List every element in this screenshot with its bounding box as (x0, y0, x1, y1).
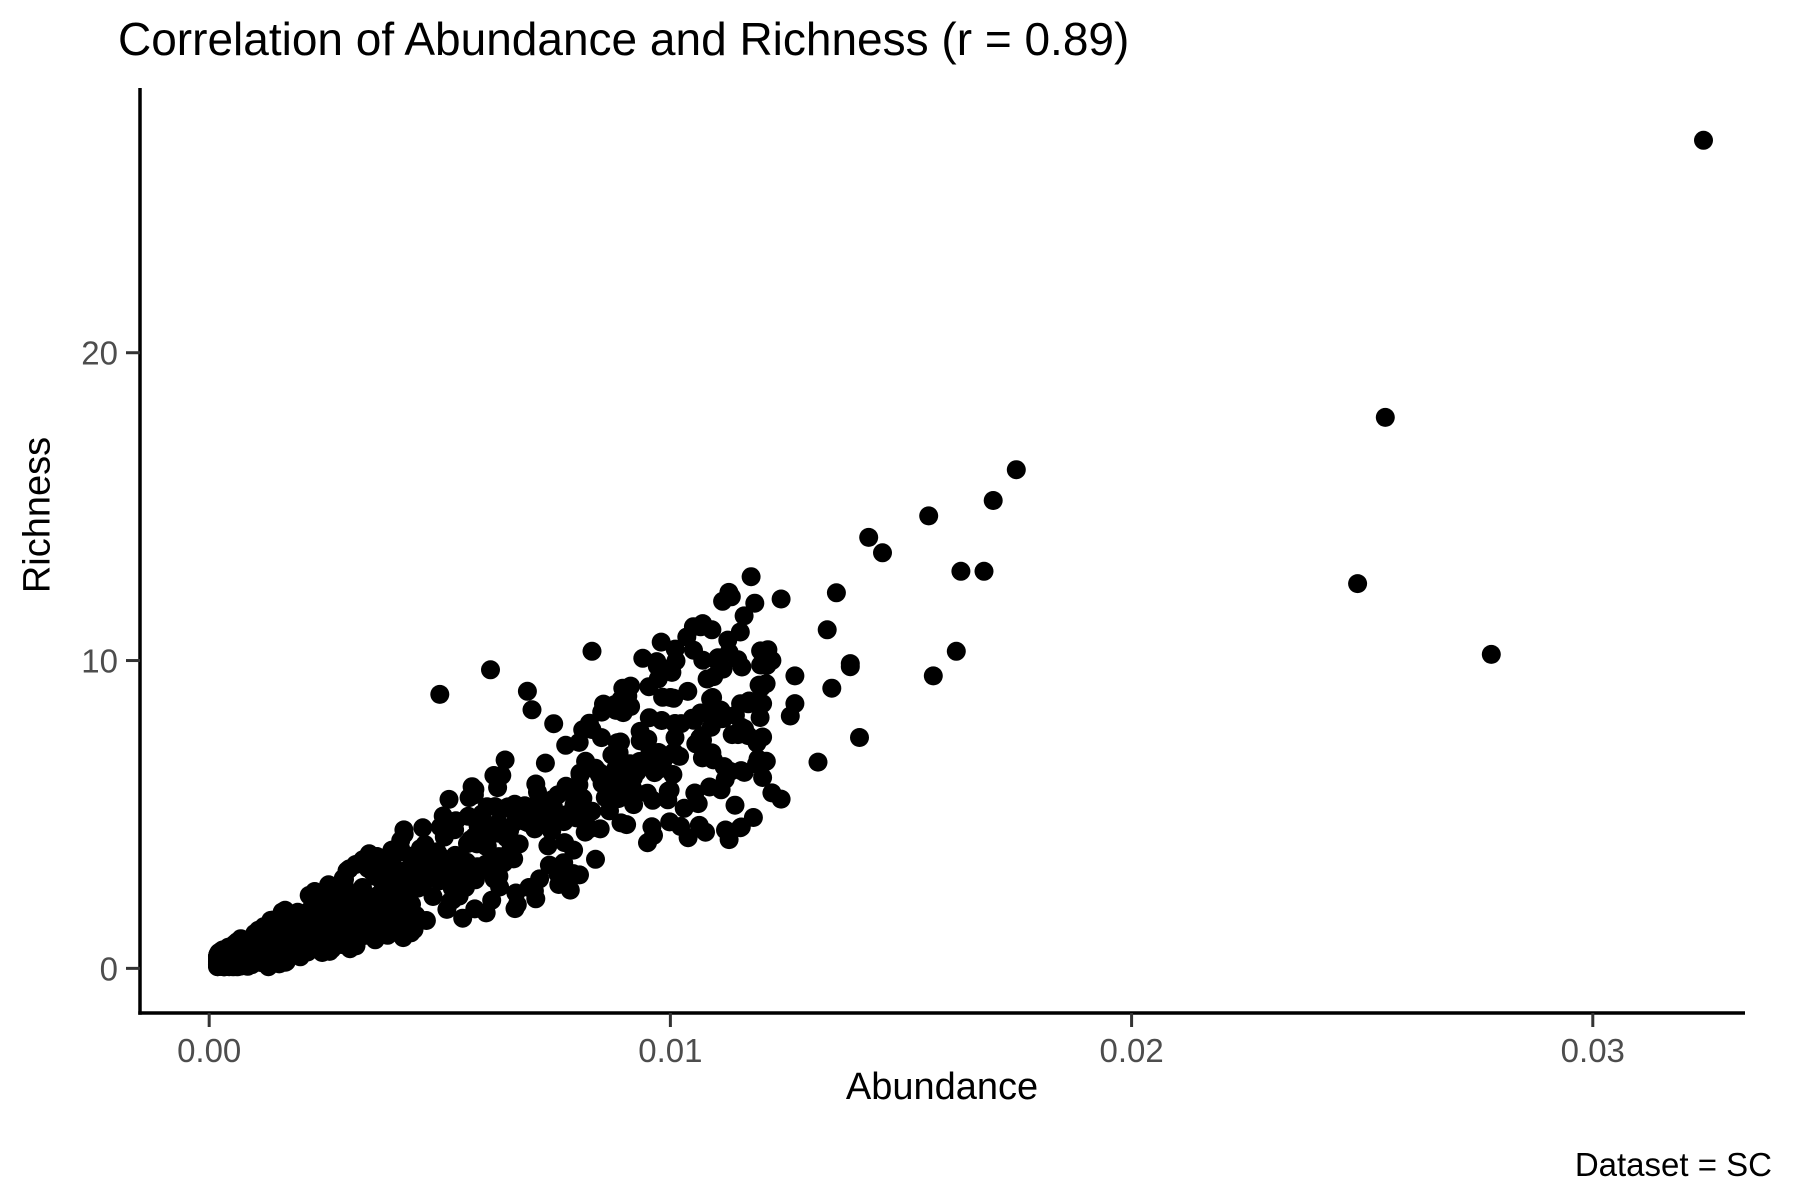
dataset-caption: Dataset = SC (1574, 1146, 1772, 1183)
y-axis-ticks: 0 10 20 (81, 335, 140, 987)
data-points (208, 130, 1713, 977)
chart-title: Correlation of Abundance and Richness (r… (118, 13, 1130, 65)
x-tick-label: 0.01 (638, 1032, 702, 1069)
y-tick-label: 0 (100, 950, 118, 987)
axis-lines (138, 88, 1745, 1015)
x-axis-ticks: 0.00 0.01 0.02 0.03 (177, 1013, 1625, 1069)
x-axis-title: Abundance (845, 1066, 1039, 1108)
x-tick-label: 0.00 (177, 1032, 241, 1069)
x-tick-label: 0.03 (1561, 1032, 1625, 1069)
x-tick-label: 0.02 (1099, 1032, 1163, 1069)
y-tick-label: 20 (81, 335, 118, 372)
y-tick-label: 10 (81, 643, 118, 680)
y-axis-title: Richness (16, 436, 59, 594)
